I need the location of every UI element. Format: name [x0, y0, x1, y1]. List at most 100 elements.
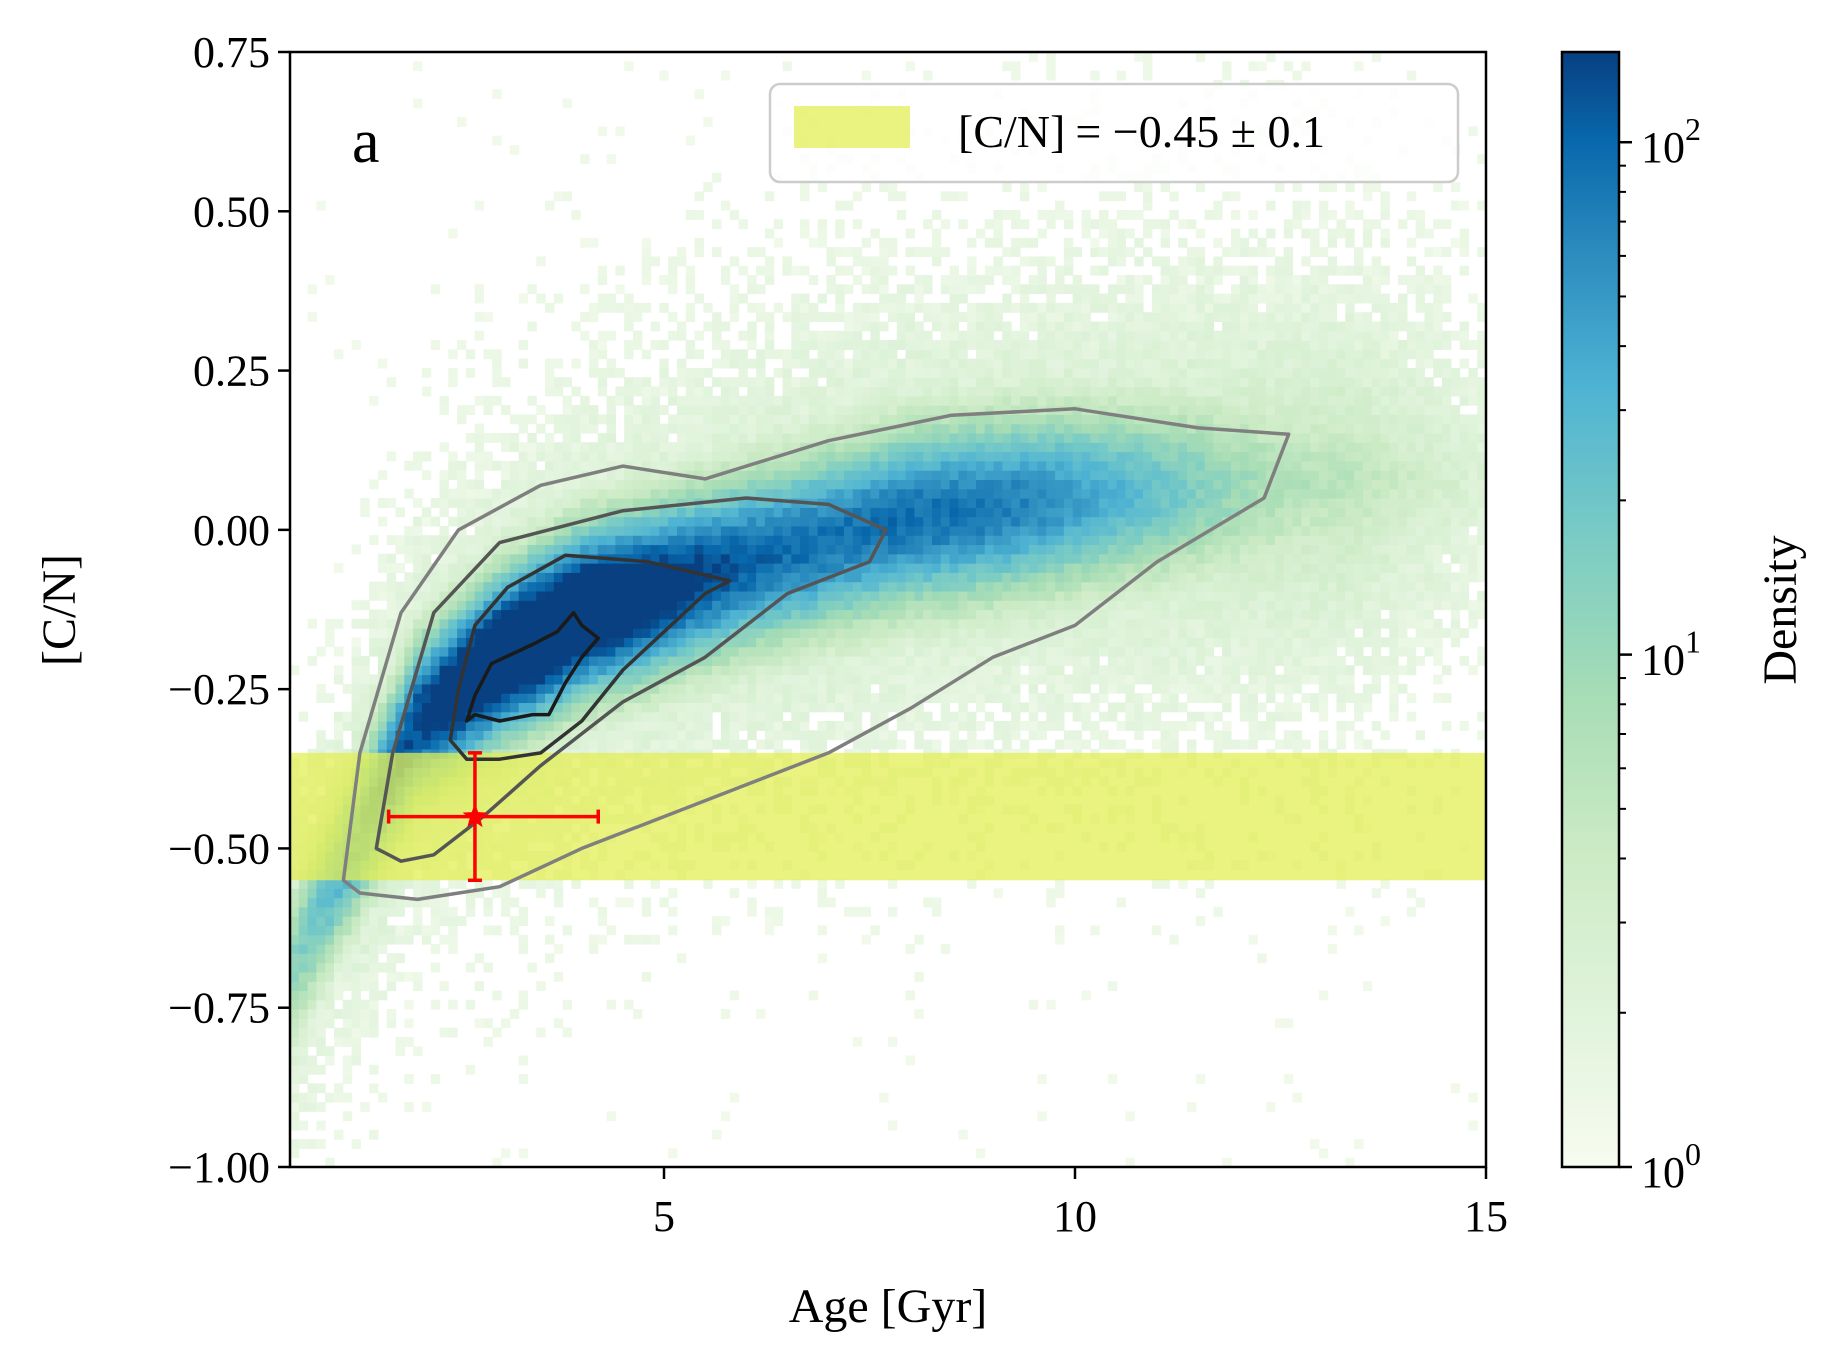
heatmap-cell — [465, 553, 476, 564]
heatmap-cell — [1046, 711, 1056, 722]
heatmap-cell — [685, 386, 696, 397]
heatmap-cell — [624, 665, 634, 676]
heatmap-cell — [413, 916, 423, 927]
heatmap-cell — [1019, 498, 1030, 508]
heatmap-cell — [773, 646, 784, 657]
heatmap-cell — [720, 525, 731, 536]
heatmap-cell — [1072, 423, 1083, 434]
heatmap-cell — [712, 330, 722, 341]
heatmap-cell — [659, 442, 669, 453]
heatmap-cell — [659, 525, 669, 536]
heatmap-cell — [518, 1074, 529, 1084]
heatmap-cell — [949, 637, 959, 648]
heatmap-cell — [298, 1101, 309, 1112]
heatmap-cell — [800, 312, 810, 323]
heatmap-cell — [949, 460, 959, 471]
heatmap-cell — [668, 590, 678, 601]
heatmap-cell — [342, 934, 353, 945]
heatmap-cell — [1081, 219, 1091, 230]
heatmap-cell — [474, 878, 485, 889]
heatmap-cell — [562, 535, 573, 546]
heatmap-cell — [632, 488, 643, 499]
heatmap-cell — [553, 563, 564, 573]
heatmap-cell — [615, 479, 625, 490]
heatmap-cell — [1072, 674, 1083, 685]
heatmap-cell — [632, 386, 643, 397]
heatmap-cell — [905, 340, 915, 350]
heatmap-cell — [1090, 284, 1100, 295]
heatmap-cell — [817, 878, 828, 889]
heatmap-cell — [967, 609, 977, 620]
heatmap-cell — [800, 182, 810, 192]
heatmap-cell — [931, 507, 942, 518]
heatmap-cell — [404, 590, 414, 601]
heatmap-cell — [421, 367, 432, 378]
heatmap-cell — [1037, 1111, 1047, 1122]
heatmap-cell — [527, 581, 537, 592]
heatmap-cell — [905, 990, 915, 1001]
heatmap-cell — [720, 683, 731, 694]
heatmap-cell — [1037, 340, 1047, 350]
heatmap-cell — [747, 646, 757, 657]
heatmap-cell — [870, 395, 880, 406]
heatmap-cell — [624, 934, 634, 945]
heatmap-cell — [1081, 228, 1091, 239]
heatmap-cell — [562, 432, 573, 443]
heatmap-cell — [571, 405, 581, 415]
heatmap-cell — [1046, 442, 1056, 453]
heatmap-cell — [650, 609, 660, 620]
heatmap-cell — [914, 507, 924, 518]
heatmap-cell — [782, 423, 792, 434]
heatmap-cell — [377, 897, 388, 908]
heatmap-cell — [439, 897, 449, 908]
heatmap-cell — [377, 1092, 388, 1103]
heatmap-cell — [914, 683, 924, 694]
heatmap-cell — [562, 590, 573, 601]
heatmap-cell — [632, 498, 643, 508]
heatmap-cell — [773, 563, 784, 573]
heatmap-cell — [914, 377, 924, 388]
heatmap-cell — [624, 321, 634, 332]
heatmap-cell — [290, 1083, 300, 1094]
heatmap-cell — [975, 683, 986, 694]
heatmap-cell — [1002, 498, 1012, 508]
heatmap-cell — [738, 655, 748, 666]
heatmap-cell — [747, 488, 757, 499]
heatmap-cell — [624, 646, 634, 657]
heatmap-cell — [492, 637, 502, 648]
heatmap-cell — [844, 637, 854, 648]
heatmap-cell — [984, 498, 995, 508]
heatmap-cell — [844, 265, 854, 276]
heatmap-cell — [826, 581, 836, 592]
heatmap-cell — [448, 916, 458, 927]
heatmap-cell — [1028, 312, 1039, 323]
heatmap-cell — [738, 488, 748, 499]
heatmap-cell — [1090, 479, 1100, 490]
heatmap-cell — [861, 488, 872, 499]
heatmap-cell — [632, 581, 643, 592]
heatmap-cell — [307, 1092, 317, 1103]
heatmap-cell — [870, 340, 880, 350]
heatmap-cell — [931, 609, 942, 620]
heatmap-cell — [404, 628, 414, 638]
heatmap-cell — [1072, 321, 1083, 332]
heatmap-cell — [307, 1027, 317, 1038]
heatmap-cell — [896, 655, 907, 666]
heatmap-cell — [773, 916, 784, 927]
heatmap-cell — [606, 498, 616, 508]
heatmap-cell — [333, 944, 344, 954]
heatmap-cell — [1002, 590, 1012, 601]
heatmap-cell — [386, 600, 397, 611]
heatmap-cell — [773, 432, 784, 443]
heatmap-cell — [377, 702, 388, 713]
heatmap-cell — [984, 609, 995, 620]
heatmap-cell — [1072, 665, 1083, 676]
heatmap-cell — [545, 683, 555, 694]
heatmap-cell — [905, 377, 915, 388]
heatmap-cell — [1055, 618, 1065, 629]
heatmap-cell — [870, 628, 880, 638]
heatmap-cell — [545, 674, 555, 685]
heatmap-cell — [377, 628, 388, 638]
heatmap-cell — [1011, 386, 1021, 397]
heatmap-cell — [1011, 488, 1021, 499]
